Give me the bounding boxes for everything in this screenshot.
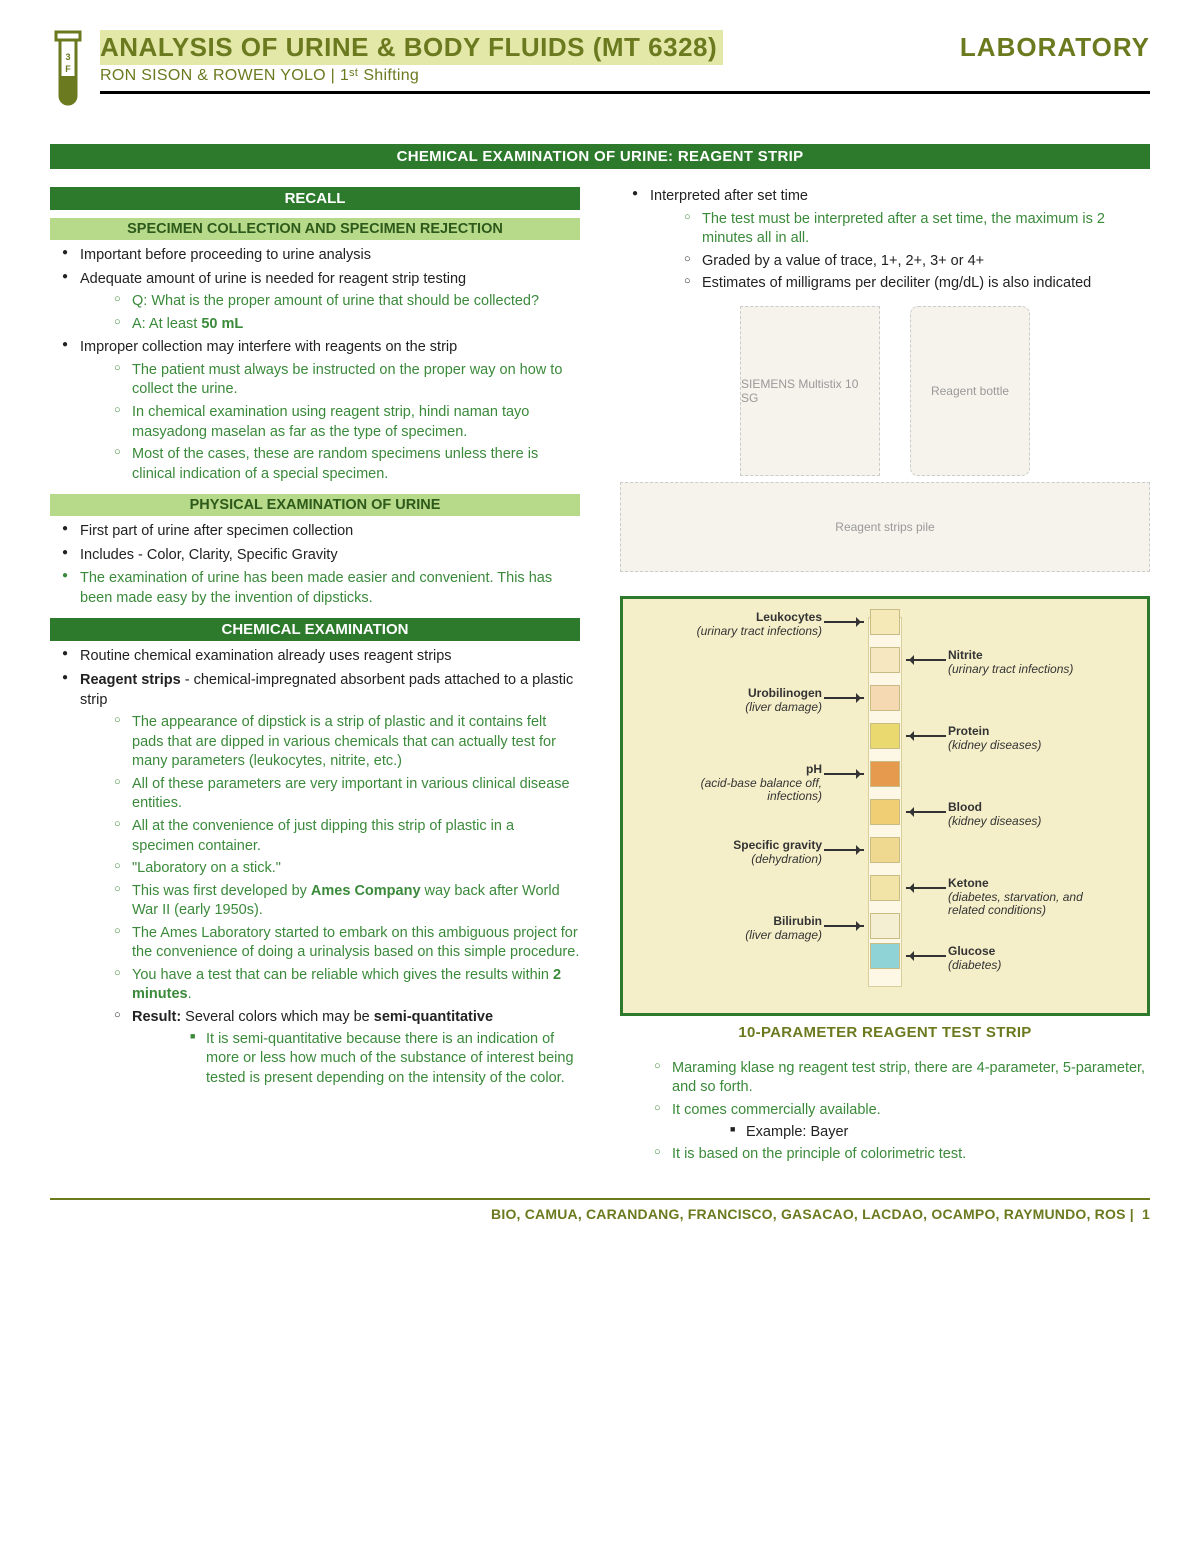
arrow-icon — [824, 849, 864, 851]
course-title: ANALYSIS OF URINE & BODY FLUIDS (MT 6328… — [100, 30, 723, 65]
bullet: Interpreted after set time The test must… — [620, 187, 1150, 294]
pad-label: Bilirubin(liver damage) — [662, 915, 822, 943]
arrow-icon — [906, 955, 946, 957]
arrow-icon — [906, 811, 946, 813]
reagent-pad — [870, 761, 900, 787]
reagent-pad — [870, 723, 900, 749]
content-columns: RECALL SPECIMEN COLLECTION AND SPECIMEN … — [50, 183, 1150, 1168]
sub-bullet: This was first developed by Ames Company… — [80, 882, 580, 921]
physical-banner: PHYSICAL EXAMINATION OF URINE — [50, 494, 580, 516]
reagent-pad — [870, 647, 900, 673]
sub-bullet: "Laboratory on a stick." — [80, 859, 580, 879]
sub-bullet: It is based on the principle of colorime… — [620, 1145, 1150, 1165]
footer-divider — [50, 1198, 1150, 1200]
reagent-strips-image: Reagent strips pile — [620, 482, 1150, 572]
page-number: 1 — [1142, 1206, 1150, 1222]
sub-bullet: In chemical examination using reagent st… — [80, 403, 580, 442]
reagent-pad — [870, 837, 900, 863]
reagent-pad — [870, 685, 900, 711]
product-images: SIEMENS Multistix 10 SG Reagent bottle — [620, 306, 1150, 476]
reagent-strip-diagram: Leukocytes(urinary tract infections) Nitr… — [620, 596, 1150, 1016]
sub-bullet: The test must be interpreted after a set… — [650, 210, 1150, 249]
page-header: 3 F ANALYSIS OF URINE & BODY FLUIDS (MT … — [50, 30, 1150, 120]
pad-label: Glucose(diabetes) — [948, 945, 1108, 973]
header-divider — [100, 91, 1150, 94]
bullet: Adequate amount of urine is needed for r… — [50, 270, 580, 335]
chemical-banner: CHEMICAL EXAMINATION — [50, 618, 580, 641]
course-subtitle: RON SISON & ROWEN YOLO | 1ˢᵗ Shifting — [100, 67, 1150, 85]
sub-bullet: The Ames Laboratory started to embark on… — [80, 924, 580, 963]
arrow-icon — [824, 697, 864, 699]
sub-bullet: It comes commercially available. Example… — [620, 1101, 1150, 1142]
page-footer: BIO, CAMUA, CARANDANG, FRANCISCO, GASACA… — [50, 1206, 1150, 1222]
pad-label: pH(acid-base balance off, infections) — [662, 763, 822, 804]
pad-label: Blood(kidney diseases) — [948, 801, 1108, 829]
sub-bullet: The patient must always be instructed on… — [80, 361, 580, 400]
arrow-icon — [824, 925, 864, 927]
sub-bullet: Estimates of milligrams per deciliter (m… — [650, 274, 1150, 294]
bullet: Important before proceeding to urine ana… — [50, 246, 580, 266]
reagent-pad — [870, 943, 900, 969]
reagent-box-image: SIEMENS Multistix 10 SG — [740, 306, 880, 476]
lab-label: LABORATORY — [960, 32, 1150, 63]
reagent-pad — [870, 799, 900, 825]
sub-bullet: Most of the cases, these are random spec… — [80, 445, 580, 484]
arrow-icon — [906, 659, 946, 661]
arrow-icon — [906, 887, 946, 889]
recall-banner: RECALL — [50, 187, 580, 210]
pad-label: Protein(kidney diseases) — [948, 725, 1108, 753]
reagent-pad — [870, 913, 900, 939]
sub-bullet: Graded by a value of trace, 1+, 2+, 3+ o… — [650, 252, 1150, 272]
bullet: Reagent strips - chemical-impregnated ab… — [50, 671, 580, 1088]
reagent-pad — [870, 609, 900, 635]
svg-text:F: F — [65, 64, 71, 74]
reagent-bottle-image: Reagent bottle — [910, 306, 1030, 476]
sub-bullet: Q: What is the proper amount of urine th… — [80, 292, 580, 312]
bullet: Includes - Color, Clarity, Specific Grav… — [50, 546, 580, 566]
arrow-icon — [906, 735, 946, 737]
sub-bullet: Result: Several colors which may be semi… — [80, 1008, 580, 1088]
left-column: RECALL SPECIMEN COLLECTION AND SPECIMEN … — [50, 183, 580, 1168]
pad-label: Specific gravity(dehydration) — [662, 839, 822, 867]
footer-names: BIO, CAMUA, CARANDANG, FRANCISCO, GASACA… — [491, 1206, 1134, 1222]
sub-bullet: A: At least 50 mL — [80, 315, 580, 335]
pad-label: Nitrite(urinary tract infections) — [948, 649, 1108, 677]
test-tube-icon: 3 F — [50, 30, 86, 120]
pad-label: Ketone(diabetes, starvation, and related… — [948, 877, 1108, 918]
square-bullet: Example: Bayer — [672, 1123, 1150, 1143]
sub-bullet: Maraming klase ng reagent test strip, th… — [620, 1059, 1150, 1098]
arrow-icon — [824, 621, 864, 623]
pad-label: Urobilinogen(liver damage) — [662, 687, 822, 715]
specimen-banner: SPECIMEN COLLECTION AND SPECIMEN REJECTI… — [50, 218, 580, 240]
sub-bullet: All at the convenience of just dipping t… — [80, 817, 580, 856]
bullet: Improper collection may interfere with r… — [50, 338, 580, 484]
bullet: Routine chemical examination already use… — [50, 647, 580, 667]
sub-bullet: All of these parameters are very importa… — [80, 775, 580, 814]
square-bullet: It is semi-quantitative because there is… — [132, 1030, 580, 1089]
right-column: Interpreted after set time The test must… — [620, 183, 1150, 1168]
main-section-banner: CHEMICAL EXAMINATION OF URINE: REAGENT S… — [50, 144, 1150, 169]
svg-text:3: 3 — [65, 52, 70, 62]
bullet: The examination of urine has been made e… — [50, 569, 580, 608]
diagram-caption: 10-PARAMETER REAGENT TEST STRIP — [620, 1024, 1150, 1041]
sub-bullet: You have a test that can be reliable whi… — [80, 966, 580, 1005]
arrow-icon — [824, 773, 864, 775]
sub-bullet: The appearance of dipstick is a strip of… — [80, 713, 580, 772]
bullet: First part of urine after specimen colle… — [50, 522, 580, 542]
reagent-pad — [870, 875, 900, 901]
pad-label: Leukocytes(urinary tract infections) — [662, 611, 822, 639]
